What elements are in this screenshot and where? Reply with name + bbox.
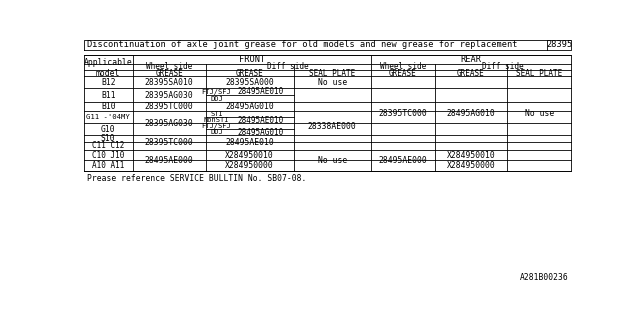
Text: model: model bbox=[96, 68, 120, 77]
Text: FTJ/SFJ: FTJ/SFJ bbox=[202, 89, 231, 95]
Text: C10 J10: C10 J10 bbox=[92, 150, 124, 160]
Text: 28495AE010: 28495AE010 bbox=[237, 87, 284, 96]
Text: Wheel side: Wheel side bbox=[146, 62, 192, 71]
Text: No use: No use bbox=[525, 108, 554, 117]
Text: GREASE: GREASE bbox=[457, 68, 485, 77]
Text: SEAL PLATE: SEAL PLATE bbox=[516, 68, 563, 77]
Text: X284950010: X284950010 bbox=[447, 150, 495, 160]
Text: S10: S10 bbox=[101, 134, 116, 143]
Text: DDJ: DDJ bbox=[210, 96, 223, 102]
Text: A10 A11: A10 A11 bbox=[92, 161, 124, 170]
Text: GREASE: GREASE bbox=[156, 68, 183, 77]
Text: 28495AE000: 28495AE000 bbox=[378, 156, 427, 165]
Text: FRONT: FRONT bbox=[239, 55, 265, 64]
Text: FTJ/SFJ: FTJ/SFJ bbox=[202, 123, 231, 129]
Text: GREASE: GREASE bbox=[236, 68, 264, 77]
Text: 28495AG010: 28495AG010 bbox=[225, 102, 274, 111]
Text: GREASE: GREASE bbox=[389, 68, 417, 77]
Text: B12: B12 bbox=[101, 78, 116, 87]
Text: 28495AG010: 28495AG010 bbox=[447, 108, 495, 117]
Text: 28395TC000: 28395TC000 bbox=[145, 138, 193, 147]
Text: 28395AG030: 28395AG030 bbox=[145, 91, 193, 100]
Text: 28395TC000: 28395TC000 bbox=[378, 108, 427, 117]
Text: B10: B10 bbox=[101, 102, 116, 111]
Text: X284950000: X284950000 bbox=[225, 161, 274, 170]
Text: Discontinuation of axle joint grease for old models and new grease for replaceme: Discontinuation of axle joint grease for… bbox=[87, 40, 518, 50]
Text: G10: G10 bbox=[101, 125, 116, 134]
Text: 28495AG010: 28495AG010 bbox=[237, 128, 284, 137]
Text: G11 -'04MY: G11 -'04MY bbox=[86, 114, 130, 120]
Text: No use: No use bbox=[317, 156, 347, 165]
Text: SEAL PLATE: SEAL PLATE bbox=[309, 68, 355, 77]
Text: A281B00236: A281B00236 bbox=[520, 273, 568, 282]
Text: 28495AE010: 28495AE010 bbox=[225, 138, 274, 147]
Text: X284950000: X284950000 bbox=[447, 161, 495, 170]
Text: 28395SA010: 28395SA010 bbox=[145, 78, 193, 87]
Text: STI: STI bbox=[210, 111, 223, 117]
Text: DDJ: DDJ bbox=[210, 129, 223, 135]
Text: C11 C12: C11 C12 bbox=[92, 141, 124, 150]
Text: 28495AE000: 28495AE000 bbox=[145, 156, 193, 165]
Text: Wheel side: Wheel side bbox=[380, 62, 426, 71]
Text: No use: No use bbox=[317, 78, 347, 87]
Text: Diff side: Diff side bbox=[483, 62, 524, 71]
Text: 28395SA000: 28395SA000 bbox=[225, 78, 274, 87]
Text: REAR: REAR bbox=[461, 55, 481, 64]
Text: 28395TC000: 28395TC000 bbox=[145, 102, 193, 111]
Text: Applicable: Applicable bbox=[84, 58, 132, 67]
Text: Prease reference SERVICE BULLTIN No. SB07-08.: Prease reference SERVICE BULLTIN No. SB0… bbox=[87, 174, 307, 183]
Text: 28395: 28395 bbox=[546, 40, 572, 50]
Text: 28338AE000: 28338AE000 bbox=[308, 122, 356, 131]
Text: 28495AE010: 28495AE010 bbox=[237, 116, 284, 124]
Text: NonSTI: NonSTI bbox=[204, 117, 229, 123]
Text: Diff side: Diff side bbox=[268, 62, 309, 71]
Text: X284950010: X284950010 bbox=[225, 150, 274, 160]
Text: B11: B11 bbox=[101, 91, 116, 100]
Text: 28395AG030: 28395AG030 bbox=[145, 119, 193, 128]
